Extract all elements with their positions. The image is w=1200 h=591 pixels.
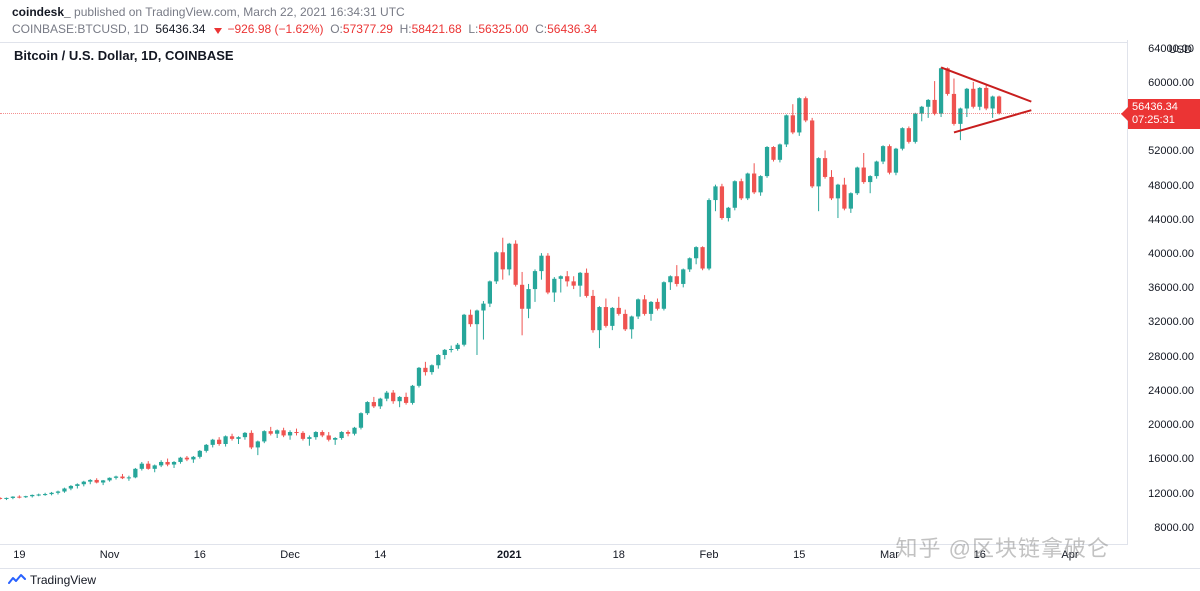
y-tick-label: 16000.00 <box>1148 453 1194 465</box>
publish-line: coindesk_ published on TradingView.com, … <box>12 4 1188 20</box>
footer: TradingView <box>0 568 1200 591</box>
y-tick-label: 60000.00 <box>1148 77 1194 89</box>
y-tick-label: 40000.00 <box>1148 248 1194 260</box>
x-axis[interactable]: 19 Nov 16 Dec 14 2021 18 Feb 15 Mar 16 Apr <box>0 544 1128 569</box>
y-tick-label: 32000.00 <box>1148 316 1194 328</box>
x-tick-label: Feb <box>700 549 719 561</box>
tradingview-logo-icon <box>8 573 26 587</box>
y-tick-label: 48000.00 <box>1148 180 1194 192</box>
chart-header: coindesk_ published on TradingView.com, … <box>0 0 1200 43</box>
candlestick-plot[interactable] <box>0 40 1128 545</box>
x-tick-label: 19 <box>13 549 25 561</box>
x-tick-label: Mar <box>880 549 899 561</box>
x-tick-label: 16 <box>974 549 986 561</box>
x-tick-label: 14 <box>374 549 386 561</box>
symbol-line: COINBASE:BTCUSD, 1D 56436.34 −926.98 (−1… <box>12 21 1188 37</box>
chart-area[interactable]: USD 8000.0012000.0016000.0020000.0024000… <box>0 40 1200 569</box>
y-tick-label: 44000.00 <box>1148 214 1194 226</box>
x-tick-label: 2021 <box>497 549 521 561</box>
y-tick-label: 20000.00 <box>1148 419 1194 431</box>
last-price-line <box>0 113 1128 114</box>
tradingview-logo-text: TradingView <box>30 573 96 587</box>
x-tick-label: 15 <box>793 549 805 561</box>
y-axis[interactable]: USD 8000.0012000.0016000.0020000.0024000… <box>1127 40 1200 545</box>
x-tick-label: 18 <box>613 549 625 561</box>
x-tick-label: Nov <box>100 549 120 561</box>
y-tick-label: 24000.00 <box>1148 385 1194 397</box>
y-tick-label: 8000.00 <box>1154 522 1194 534</box>
x-tick-label: 16 <box>194 549 206 561</box>
x-tick-label: Dec <box>280 549 300 561</box>
last-price-tag: 56436.3407:25:31 <box>1128 99 1200 129</box>
y-tick-label: 64000.00 <box>1148 43 1194 55</box>
y-tick-label: 28000.00 <box>1148 351 1194 363</box>
publisher-name: coindesk_ <box>12 5 71 19</box>
change-down-icon <box>214 28 222 34</box>
x-tick-label: Apr <box>1061 549 1078 561</box>
y-tick-label: 12000.00 <box>1148 488 1194 500</box>
y-tick-label: 52000.00 <box>1148 145 1194 157</box>
y-tick-label: 36000.00 <box>1148 282 1194 294</box>
